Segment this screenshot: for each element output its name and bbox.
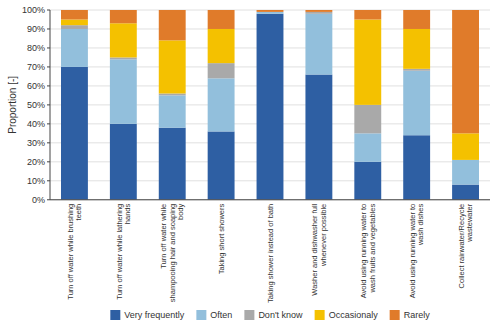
bar-segment xyxy=(159,10,186,40)
x-tick-label: Turn off water while brushingteeth xyxy=(66,204,84,300)
bar-segment xyxy=(257,12,284,14)
bar-segment xyxy=(354,19,381,104)
x-tick-label: Collect rainwater/Recyclewastewater xyxy=(457,203,475,288)
bar-segment xyxy=(257,14,284,200)
bar-segment xyxy=(61,19,88,25)
y-tick-label: 80% xyxy=(27,43,45,53)
legend-label: Very frequently xyxy=(124,310,185,320)
bars xyxy=(61,10,479,200)
bar-segment xyxy=(61,29,88,67)
bar-segment xyxy=(452,160,479,185)
bar-segment xyxy=(159,95,186,127)
bar-segment xyxy=(208,63,235,78)
bar-segment xyxy=(61,25,88,29)
bar-segment xyxy=(305,14,332,75)
bar-segment xyxy=(208,78,235,131)
bar-segment xyxy=(257,10,284,12)
legend-swatch xyxy=(244,310,254,320)
y-tick-label: 30% xyxy=(27,138,45,148)
bar-segment xyxy=(110,23,137,57)
y-tick xyxy=(47,161,50,162)
bar-segment xyxy=(159,93,186,95)
y-tick xyxy=(47,66,50,67)
y-tick-label: 60% xyxy=(27,81,45,91)
legend-label: Occasionaly xyxy=(329,310,379,320)
y-tick xyxy=(47,85,50,86)
y-axis-label: Proportion [-] xyxy=(7,76,18,134)
bar-segment xyxy=(159,40,186,93)
bar-segment xyxy=(354,105,381,133)
legend-swatch xyxy=(196,310,206,320)
bar-segment xyxy=(110,57,137,59)
y-tick-label: 70% xyxy=(27,62,45,72)
bar-segment xyxy=(110,59,137,124)
bar-segment xyxy=(61,67,88,200)
x-axis xyxy=(50,199,490,200)
bar-segment xyxy=(403,10,430,29)
y-tick xyxy=(47,10,50,11)
x-tick-label: Avoid using running water towash dishes xyxy=(408,204,426,299)
y-tick-label: 20% xyxy=(27,157,45,167)
bar-segment xyxy=(61,10,88,19)
x-tick-label: Avoid using running water towash fruits … xyxy=(359,204,377,299)
bar-segment xyxy=(208,10,235,29)
bar-segment xyxy=(110,124,137,200)
bar-segment xyxy=(403,135,430,200)
x-tick-label: Turn off water whileshampooing hair and … xyxy=(159,204,185,303)
y-tick xyxy=(47,28,50,29)
grid-line xyxy=(50,199,490,200)
bar-segment xyxy=(403,71,430,136)
bar-segment xyxy=(403,29,430,69)
bar-segment xyxy=(354,10,381,19)
bar-segment xyxy=(354,162,381,200)
y-tick-label: 0% xyxy=(32,195,45,205)
legend-swatch xyxy=(315,310,325,320)
y-tick-label: 90% xyxy=(27,24,45,34)
bar-segment xyxy=(305,12,332,14)
bar-segment xyxy=(159,128,186,200)
bar-segment xyxy=(452,10,479,133)
legend-label: Often xyxy=(210,310,232,320)
grid xyxy=(50,10,490,200)
y-tick xyxy=(47,142,50,143)
y-tick-label: 50% xyxy=(27,100,45,110)
bar-segment xyxy=(208,131,235,199)
x-tick-label: Washer and dishwasher fullwhenever possi… xyxy=(310,203,328,295)
x-tick-label: Taking shower instead of bath xyxy=(266,204,275,303)
legend: Very frequently Often Don't know Occasional… xyxy=(110,310,430,320)
y-tick-label: 100% xyxy=(22,5,45,15)
bar-segment xyxy=(305,10,332,12)
bar-segment xyxy=(208,29,235,63)
legend-label: Don't know xyxy=(258,310,303,320)
y-tick xyxy=(47,180,50,181)
y-tick xyxy=(47,47,50,48)
y-tick-label: 10% xyxy=(27,176,45,186)
bar-segment xyxy=(354,133,381,161)
y-tick-label: 40% xyxy=(27,119,45,129)
bar-segment xyxy=(305,75,332,200)
bar-segment xyxy=(452,133,479,160)
bar-segment xyxy=(110,10,137,23)
bar-segment xyxy=(452,185,479,200)
y-tick xyxy=(47,123,50,124)
legend-label: Rarely xyxy=(404,310,431,320)
x-tick-label: Turn off water while latheringhands xyxy=(115,204,133,300)
y-tick xyxy=(47,104,50,105)
legend-swatch xyxy=(390,310,400,320)
chart: 0% 10% 20% 30% 40% 50% 60% 70% 80% 90% 100% Proport… xyxy=(0,0,500,327)
bar-segment xyxy=(403,69,430,71)
y-tick xyxy=(47,199,50,200)
legend-swatch xyxy=(110,310,120,320)
x-tick-label: Taking short showers xyxy=(217,204,226,275)
